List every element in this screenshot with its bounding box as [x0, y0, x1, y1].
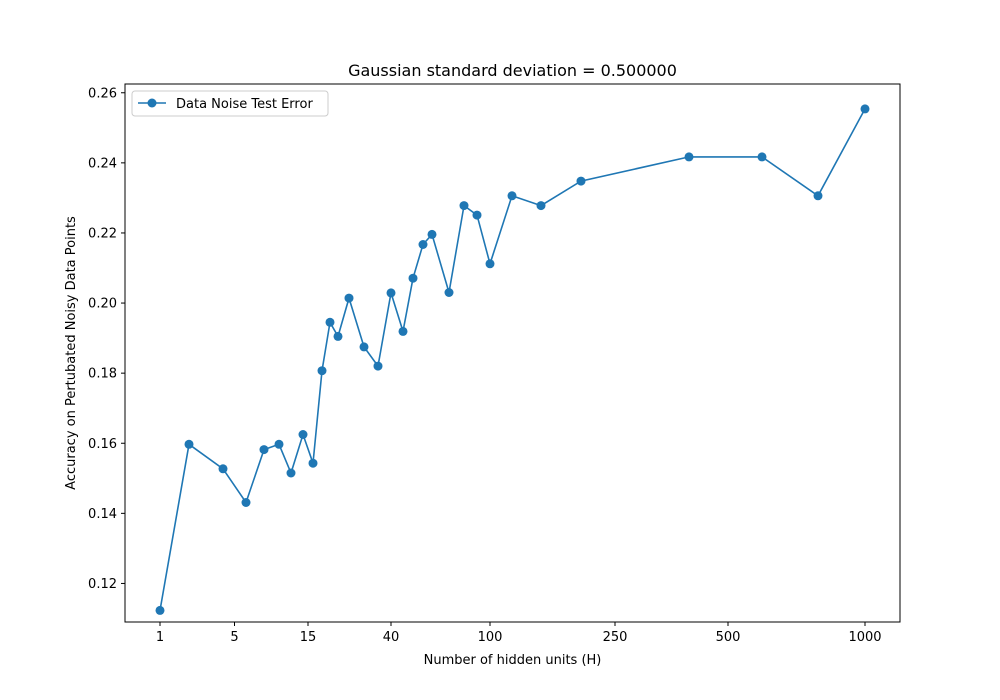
data-point: [274, 439, 284, 449]
data-point: [373, 361, 383, 371]
legend-dot-marker: [147, 98, 157, 108]
data-point: [860, 104, 870, 114]
x-tick-label: 250: [603, 630, 628, 645]
x-tick-label: 5: [230, 630, 238, 645]
data-point: [359, 342, 369, 352]
data-point: [317, 366, 327, 376]
axes-frame: [124, 83, 901, 623]
data-point: [298, 430, 308, 439]
data-point: [576, 176, 586, 186]
x-tick-label: 100: [478, 630, 503, 645]
y-axis-label: Accuracy on Pertubated Noisy Data Points: [64, 216, 79, 490]
x-tick-label: 1000: [848, 630, 881, 645]
y-tick-label: 0.16: [88, 437, 117, 452]
data-point: [813, 191, 823, 201]
chart-title: Gaussian standard deviation = 0.500000: [348, 61, 677, 80]
data-point: [344, 293, 354, 303]
data-point: [259, 445, 269, 455]
data-point: [184, 439, 194, 449]
series-line: [159, 108, 866, 611]
y-tick-label: 0.22: [88, 226, 117, 241]
legend-entry-label: Data Noise Test Error: [176, 97, 313, 112]
data-point: [408, 273, 418, 283]
data-point: [286, 468, 296, 478]
legend: Data Noise Test Error: [131, 90, 329, 117]
data-point: [427, 229, 437, 239]
data-point: [398, 326, 408, 336]
x-tick-label: 15: [300, 630, 317, 645]
data-point: [218, 464, 228, 474]
data-point: [684, 152, 694, 162]
x-tick-label: 500: [716, 630, 741, 645]
data-point: [472, 210, 482, 220]
data-point: [241, 498, 251, 507]
data-point: [155, 605, 165, 615]
data-point: [507, 191, 517, 201]
x-tick-label: 1: [156, 630, 164, 645]
data-point: [536, 201, 546, 211]
data-point: [386, 288, 396, 298]
x-tick-label: 40: [383, 630, 400, 645]
data-point: [308, 458, 318, 468]
x-axis-label: Number of hidden units (H): [424, 653, 602, 668]
data-point: [444, 288, 454, 297]
y-tick-label: 0.26: [88, 86, 117, 101]
y-axis: 0.12 0.14 0.16 0.18 0.20 0.22 0.24 0.26: [88, 86, 125, 592]
y-tick-label: 0.20: [88, 297, 117, 312]
data-point: [325, 317, 335, 327]
data-point: [757, 152, 767, 162]
plot-area: [155, 104, 870, 615]
x-axis: 1 5 15 40 100 250 500 1000: [156, 622, 882, 645]
y-tick-label: 0.24: [88, 156, 117, 171]
y-tick-label: 0.12: [88, 577, 117, 592]
data-point: [418, 240, 428, 249]
y-tick-label: 0.14: [88, 507, 117, 522]
data-point: [333, 331, 343, 341]
data-point: [485, 259, 495, 269]
y-tick-label: 0.18: [88, 367, 117, 382]
legend-box: [131, 90, 329, 117]
data-point: [459, 201, 469, 211]
